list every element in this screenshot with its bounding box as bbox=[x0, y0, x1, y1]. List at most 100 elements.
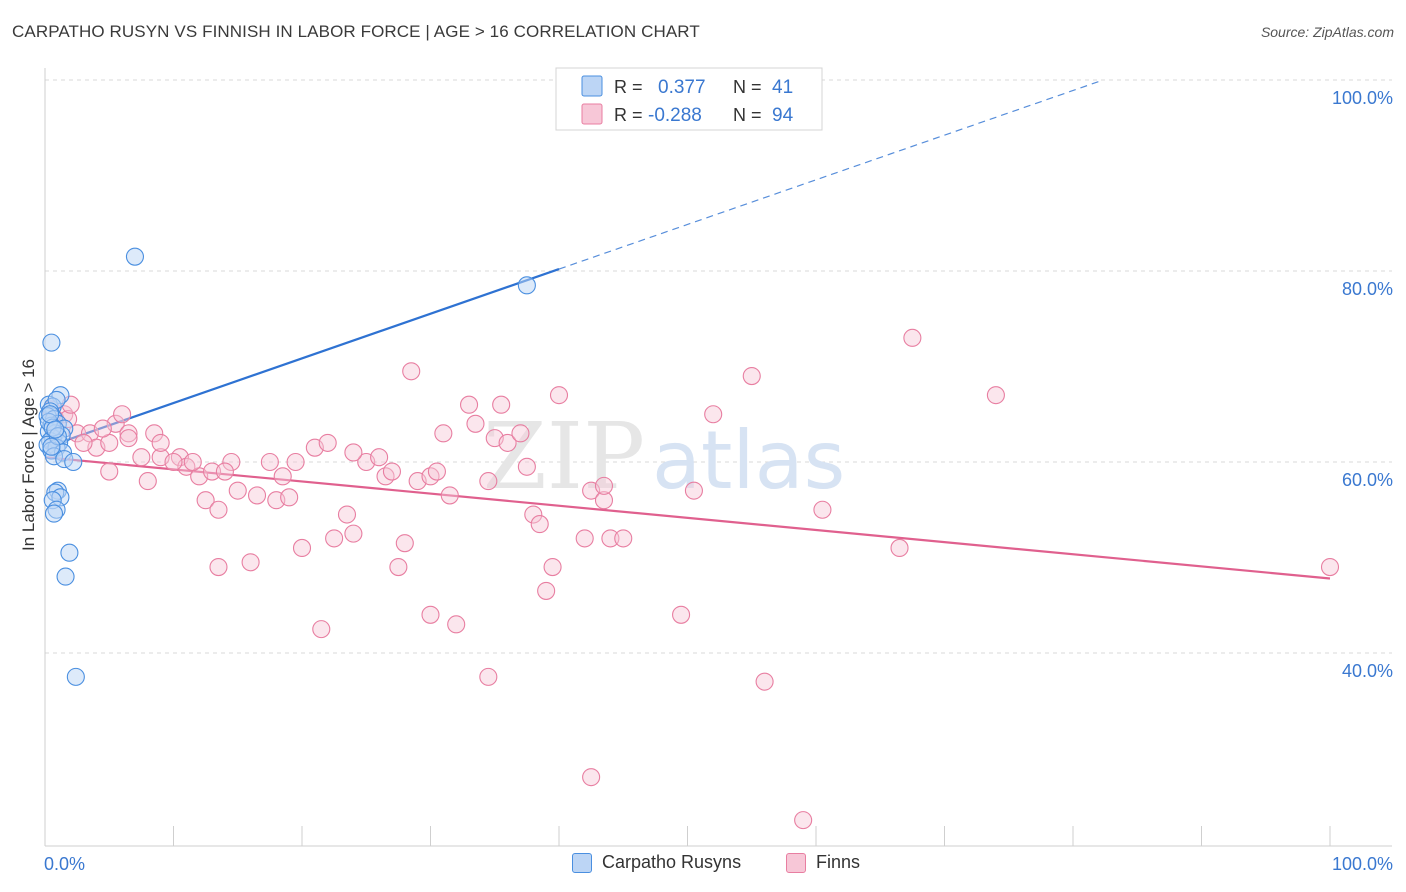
point-finns bbox=[524, 505, 543, 524]
y-tick-label: 60.0% bbox=[1342, 470, 1393, 490]
point-finns bbox=[312, 620, 331, 639]
point-finns bbox=[755, 672, 774, 691]
point-finns bbox=[466, 414, 485, 433]
point-finns bbox=[537, 581, 556, 600]
axis-labels: 40.0% 60.0% 80.0% 100.0% 0.0% 100.0% bbox=[44, 88, 1393, 874]
point-finns bbox=[344, 443, 363, 462]
point-finns bbox=[684, 481, 703, 500]
point-finns bbox=[286, 452, 305, 472]
chart-source: Source: ZipAtlas.com bbox=[1260, 24, 1394, 40]
point-finns bbox=[203, 462, 222, 481]
trend-line-pink bbox=[44, 456, 1331, 580]
point-carpatho-rusyns bbox=[41, 405, 60, 424]
point-carpatho-rusyns bbox=[60, 543, 79, 562]
point-finns bbox=[986, 386, 1005, 405]
y-tick-label: 40.0% bbox=[1342, 661, 1393, 681]
watermark: ZIP atlas bbox=[483, 403, 846, 510]
y-tick-label: 100.0% bbox=[1332, 88, 1393, 108]
point-finns bbox=[549, 386, 569, 405]
point-finns bbox=[119, 429, 138, 448]
series-legend-blue-swatch bbox=[572, 852, 592, 873]
legend-blue-r-value: 0.377 bbox=[658, 77, 706, 98]
series-legend-pink-swatch bbox=[786, 852, 806, 873]
point-finns bbox=[575, 529, 594, 548]
legend-blue-n-label: N = bbox=[733, 77, 762, 97]
y-tick-label: 80.0% bbox=[1342, 279, 1393, 299]
chart-title: CARPATHO RUSYN VS FINNISH IN LABOR FORCE… bbox=[12, 22, 700, 41]
point-carpatho-rusyns bbox=[42, 437, 61, 456]
point-finns bbox=[215, 462, 234, 481]
series-legend-blue[interactable]: Carpatho Rusyns bbox=[572, 852, 741, 873]
point-finns bbox=[440, 486, 459, 505]
point-finns bbox=[344, 524, 363, 543]
point-finns bbox=[113, 405, 132, 424]
point-finns bbox=[132, 448, 151, 467]
point-finns bbox=[530, 515, 549, 534]
y-axis-label: In Labor Force | Age > 16 bbox=[19, 359, 38, 551]
point-finns bbox=[447, 615, 466, 634]
point-finns bbox=[794, 811, 813, 830]
point-finns bbox=[1320, 557, 1340, 577]
point-carpatho-rusyns bbox=[517, 276, 536, 295]
point-finns bbox=[543, 557, 562, 577]
point-carpatho-rusyns bbox=[46, 420, 65, 439]
legend-pink-r-label: R = bbox=[614, 105, 643, 125]
point-finns bbox=[601, 529, 620, 548]
series-legend-blue-label: Carpatho Rusyns bbox=[602, 852, 742, 872]
trend-line-blue bbox=[44, 268, 560, 449]
point-finns bbox=[498, 433, 517, 452]
point-carpatho-rusyns bbox=[44, 504, 64, 523]
legend-pink-n-value: 94 bbox=[772, 105, 794, 126]
point-finns bbox=[459, 395, 479, 414]
point-finns bbox=[614, 529, 633, 548]
legend-blue-n-value: 41 bbox=[772, 77, 793, 98]
point-finns bbox=[434, 424, 453, 443]
point-finns bbox=[594, 476, 614, 495]
point-finns bbox=[183, 452, 202, 472]
point-carpatho-rusyns bbox=[42, 333, 61, 352]
point-carpatho-rusyns bbox=[66, 667, 85, 686]
point-finns bbox=[273, 467, 292, 486]
point-finns bbox=[402, 362, 421, 381]
legend-blue-swatch bbox=[581, 75, 603, 97]
point-finns bbox=[421, 605, 440, 624]
legend-pink-r-value: -0.288 bbox=[648, 105, 702, 126]
legend-box: R = 0.377 N = 41 R = -0.288 N = 94 bbox=[555, 67, 823, 131]
point-finns bbox=[337, 505, 357, 524]
point-finns bbox=[100, 462, 119, 481]
point-finns bbox=[241, 553, 260, 572]
point-finns bbox=[292, 538, 312, 558]
point-carpatho-rusyns bbox=[56, 567, 75, 586]
point-finns bbox=[325, 529, 344, 548]
point-finns bbox=[582, 768, 601, 787]
point-finns bbox=[280, 488, 299, 507]
point-finns bbox=[672, 605, 691, 624]
point-finns bbox=[594, 491, 614, 510]
point-finns bbox=[370, 448, 389, 467]
point-finns bbox=[903, 328, 922, 347]
series-legend: Carpatho Rusyns Finns bbox=[0, 852, 1406, 878]
x-tick-label: 0.0% bbox=[44, 854, 85, 874]
point-finns bbox=[93, 419, 112, 438]
data-points bbox=[38, 247, 1340, 830]
point-finns bbox=[145, 424, 164, 443]
legend-pink-swatch bbox=[581, 103, 603, 125]
point-finns bbox=[492, 395, 511, 414]
point-finns bbox=[209, 500, 228, 519]
point-finns bbox=[389, 557, 408, 577]
series-legend-pink[interactable]: Finns bbox=[786, 852, 860, 873]
point-finns bbox=[260, 452, 279, 472]
point-finns bbox=[813, 500, 832, 519]
point-finns bbox=[119, 424, 138, 443]
point-finns bbox=[511, 424, 530, 443]
legend-pink-n-label: N = bbox=[733, 105, 762, 125]
point-finns bbox=[74, 433, 93, 452]
point-finns bbox=[318, 433, 337, 452]
point-finns bbox=[517, 457, 536, 476]
point-finns bbox=[382, 462, 402, 481]
point-finns bbox=[427, 462, 446, 481]
point-finns bbox=[138, 472, 157, 491]
watermark-zip: ZIP bbox=[483, 403, 645, 510]
point-finns bbox=[742, 366, 761, 386]
